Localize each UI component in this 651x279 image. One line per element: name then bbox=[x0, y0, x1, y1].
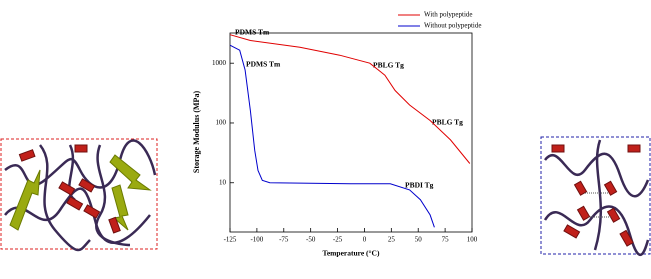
x-tick-label: -50 bbox=[306, 236, 316, 244]
x-tick-label: 100 bbox=[467, 236, 478, 244]
series-line bbox=[229, 34, 471, 164]
y-axis-title: Storage Modulus (MPa) bbox=[192, 91, 201, 174]
annotation: PBLG Tg bbox=[432, 118, 463, 127]
x-axis-title: Temperature (°C) bbox=[323, 249, 380, 258]
x-tick-label: -125 bbox=[224, 236, 237, 244]
y-tick-label: 10 bbox=[219, 178, 227, 186]
x-tick-label: -100 bbox=[250, 236, 263, 244]
left-illustration bbox=[0, 138, 158, 252]
annotation: PDMS Tm bbox=[235, 28, 270, 37]
plot-frame bbox=[229, 32, 473, 233]
y-tick-label: 1000 bbox=[212, 59, 227, 67]
annotation: PBLG Tg bbox=[373, 61, 404, 70]
y-tick-label: 100 bbox=[216, 119, 227, 127]
x-tick-label: -25 bbox=[333, 236, 343, 244]
legend-label: With polypeptide bbox=[424, 11, 473, 19]
x-tick-label: 25 bbox=[388, 236, 396, 244]
x-tick-label: 0 bbox=[363, 236, 367, 244]
x-tick-label: 75 bbox=[442, 236, 450, 244]
x-tick-label: 50 bbox=[415, 236, 423, 244]
legend-label: Without polypeptide bbox=[424, 22, 481, 30]
annotation: PDMS Tm bbox=[246, 60, 281, 69]
annotation: PBDI Tg bbox=[405, 181, 434, 190]
right-illustration bbox=[540, 136, 651, 257]
x-tick-label: -75 bbox=[279, 236, 289, 244]
series-line bbox=[229, 44, 435, 228]
